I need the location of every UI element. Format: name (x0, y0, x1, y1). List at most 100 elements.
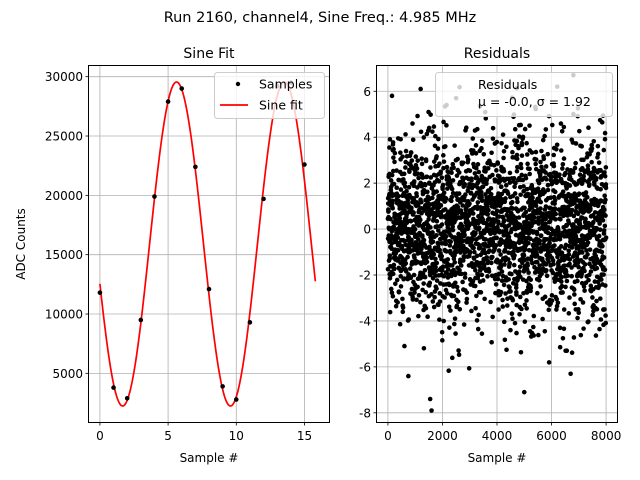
residual-point (552, 189, 558, 195)
residual-point (415, 202, 421, 208)
residual-point (429, 292, 434, 297)
residual-point (454, 284, 460, 290)
residual-point (524, 186, 530, 192)
residual-point (446, 304, 452, 310)
residual-point (440, 338, 445, 343)
residuals-ytick-label: 6 (363, 85, 371, 99)
residual-point (470, 279, 476, 284)
residual-point (454, 248, 459, 253)
residual-point (545, 187, 551, 193)
residual-point (577, 172, 583, 178)
residual-point (393, 281, 398, 287)
sine-fit-title: Sine Fit (183, 46, 235, 62)
residual-point (388, 286, 394, 292)
residual-point (489, 339, 494, 345)
residual-point (496, 220, 501, 226)
residual-point (407, 266, 413, 271)
residual-point (478, 245, 483, 251)
residual-point (439, 329, 445, 335)
residual-point (387, 145, 392, 150)
residual-point (572, 165, 578, 171)
residual-point (466, 366, 472, 371)
residual-point (419, 210, 424, 216)
residual-point (462, 271, 468, 277)
residual-point (501, 282, 507, 288)
residual-point (486, 269, 492, 274)
residual-point (582, 268, 587, 274)
residual-point (543, 216, 549, 222)
residual-point (480, 198, 485, 203)
residual-point (560, 162, 566, 167)
residual-point (403, 148, 409, 154)
residual-point (437, 291, 443, 296)
residual-point (559, 250, 565, 256)
residual-point (558, 244, 564, 249)
residual-point (521, 188, 526, 194)
residual-point (462, 232, 467, 238)
sample-point (111, 385, 116, 390)
residual-point (524, 140, 529, 146)
residual-point (464, 300, 469, 305)
residual-point (489, 260, 494, 266)
residual-point (409, 237, 414, 243)
residual-point (514, 152, 520, 158)
residual-point (479, 138, 485, 143)
residual-point (495, 161, 501, 166)
residual-point (550, 258, 556, 263)
residual-point (403, 269, 409, 274)
residual-point (415, 113, 420, 119)
residual-point (594, 306, 600, 312)
residual-point (512, 191, 518, 196)
sine-fit-ytick-label: 5000 (52, 367, 83, 381)
residual-point (394, 168, 399, 173)
residual-point (469, 260, 475, 266)
residual-point (579, 271, 584, 277)
residual-point (538, 233, 544, 238)
residual-point (600, 244, 605, 249)
residual-point (470, 236, 476, 242)
residuals-xtick-label: 0 (384, 429, 392, 443)
residual-point (552, 206, 558, 211)
residual-point (451, 293, 457, 299)
residual-point (518, 294, 523, 300)
residual-point (601, 255, 607, 260)
sample-point (124, 395, 130, 401)
residual-point (514, 196, 520, 201)
residual-point (543, 170, 548, 175)
residual-point (526, 270, 531, 275)
residual-outlier-point (389, 93, 395, 99)
residual-point (454, 303, 460, 309)
residual-point (561, 124, 567, 130)
residual-point (551, 152, 557, 158)
residual-point (427, 272, 433, 278)
residual-point (403, 165, 408, 170)
residual-point (405, 197, 411, 203)
residual-point (490, 172, 495, 178)
residual-point (443, 229, 449, 234)
residual-point (533, 166, 539, 172)
residual-point (579, 144, 585, 149)
sine-fit-ytick-label: 30000 (45, 70, 83, 84)
residual-point (539, 148, 544, 154)
residual-point (487, 248, 492, 253)
residual-point (447, 282, 452, 288)
residual-point (533, 149, 539, 155)
residual-point (602, 173, 608, 179)
residual-point (403, 132, 408, 137)
residual-point (521, 253, 527, 258)
residual-point (592, 167, 597, 172)
residual-point (559, 274, 564, 280)
residual-point (490, 125, 496, 131)
residual-point (496, 307, 501, 312)
sine-fit-ytick-label: 25000 (45, 130, 83, 144)
residual-point (425, 189, 430, 195)
residual-point (569, 350, 575, 356)
residual-point (523, 175, 529, 181)
residual-point (483, 169, 488, 174)
sine-fit-plot-area (97, 80, 317, 407)
residual-point (474, 253, 480, 259)
residual-point (416, 175, 421, 181)
residual-point (398, 274, 404, 279)
residual-point (528, 277, 534, 283)
residual-point (527, 171, 532, 177)
